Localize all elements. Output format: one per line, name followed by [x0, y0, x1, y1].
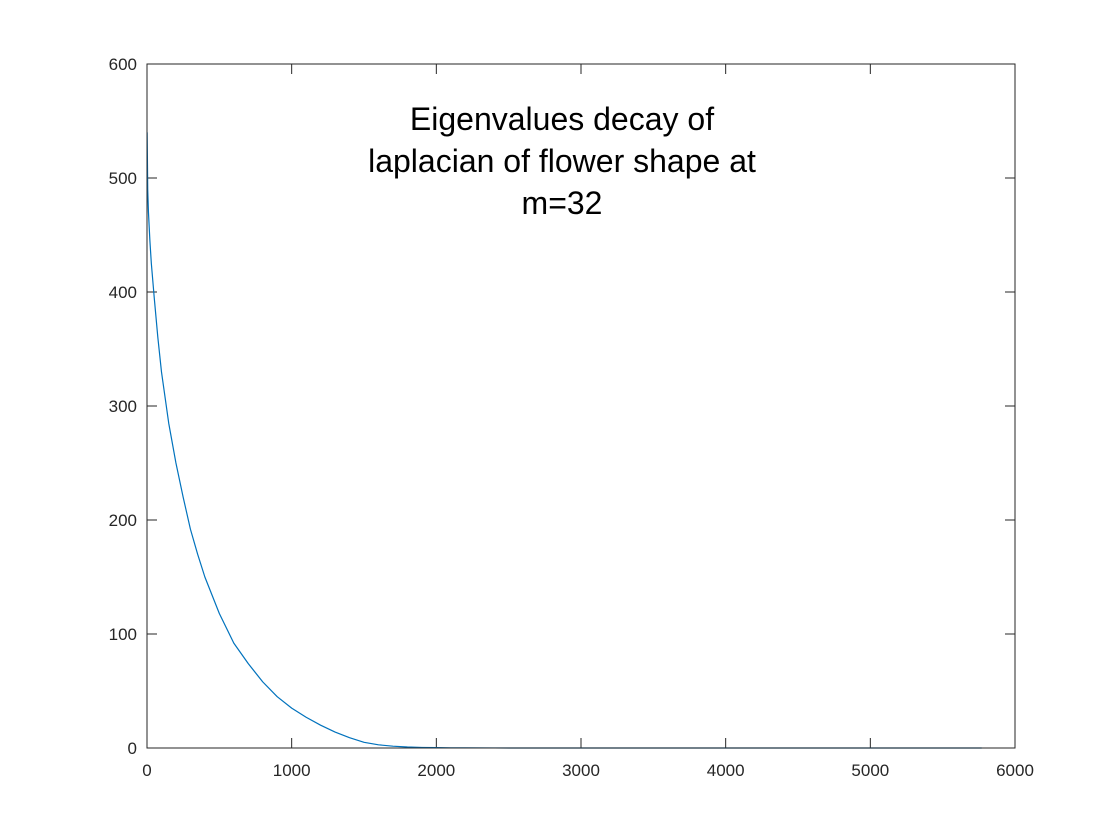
x-tick-label: 5000 [851, 761, 889, 780]
x-tick-label: 2000 [417, 761, 455, 780]
x-tick-label: 4000 [707, 761, 745, 780]
x-tick-label: 1000 [273, 761, 311, 780]
annotation-line-2: laplacian of flower shape at [368, 143, 756, 179]
x-tick-labels: 0 1000 2000 3000 4000 5000 6000 [142, 761, 1034, 780]
y-tick-label: 500 [109, 169, 137, 188]
y-tick-label: 200 [109, 511, 137, 530]
plot-area [147, 64, 1015, 748]
y-tick-label: 400 [109, 283, 137, 302]
y-tick-labels: 0 100 200 300 400 500 600 [109, 55, 137, 758]
y-tick-label: 600 [109, 55, 137, 74]
x-tick-label: 0 [142, 761, 151, 780]
x-tick-label: 6000 [996, 761, 1034, 780]
axes-box [146, 63, 1016, 749]
y-tick-label: 100 [109, 625, 137, 644]
annotation-line-3: m=32 [522, 185, 603, 221]
annotation-line-1: Eigenvalues decay of [410, 101, 714, 137]
y-tick-label: 0 [128, 739, 137, 758]
y-tick-label: 300 [109, 397, 137, 416]
x-tick-label: 3000 [562, 761, 600, 780]
